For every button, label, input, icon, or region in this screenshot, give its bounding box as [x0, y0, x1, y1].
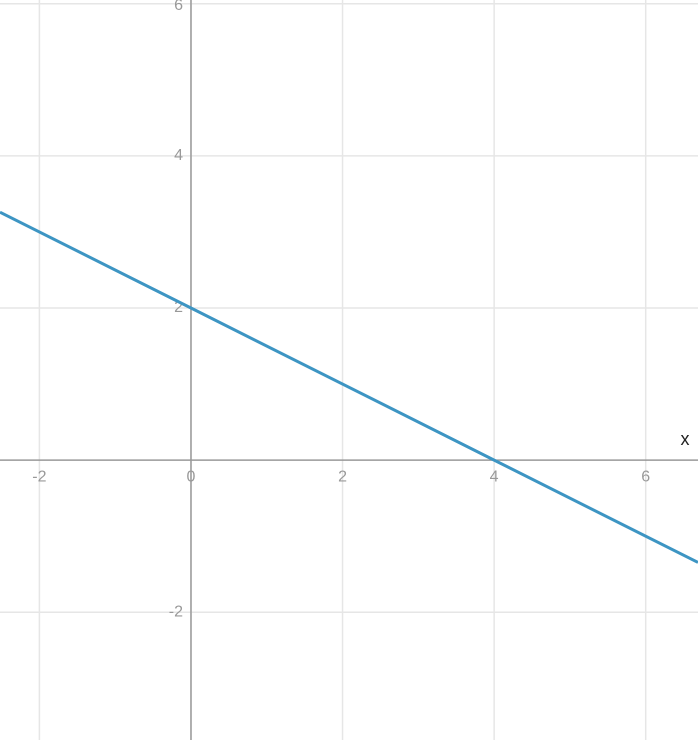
y-tick-label: 2: [174, 299, 183, 316]
x-tick-label: 4: [490, 468, 499, 485]
y-tick-label: 4: [174, 147, 183, 164]
x-tick-label: -2: [32, 468, 46, 485]
x-tick-label: 2: [338, 468, 347, 485]
y-tick-label: 6: [174, 0, 183, 14]
x-tick-label: 0: [187, 468, 196, 485]
y-tick-label: -2: [169, 603, 183, 620]
line: [0, 210, 698, 564]
x-axis-label: x: [681, 429, 690, 449]
x-tick-label: 6: [641, 468, 650, 485]
